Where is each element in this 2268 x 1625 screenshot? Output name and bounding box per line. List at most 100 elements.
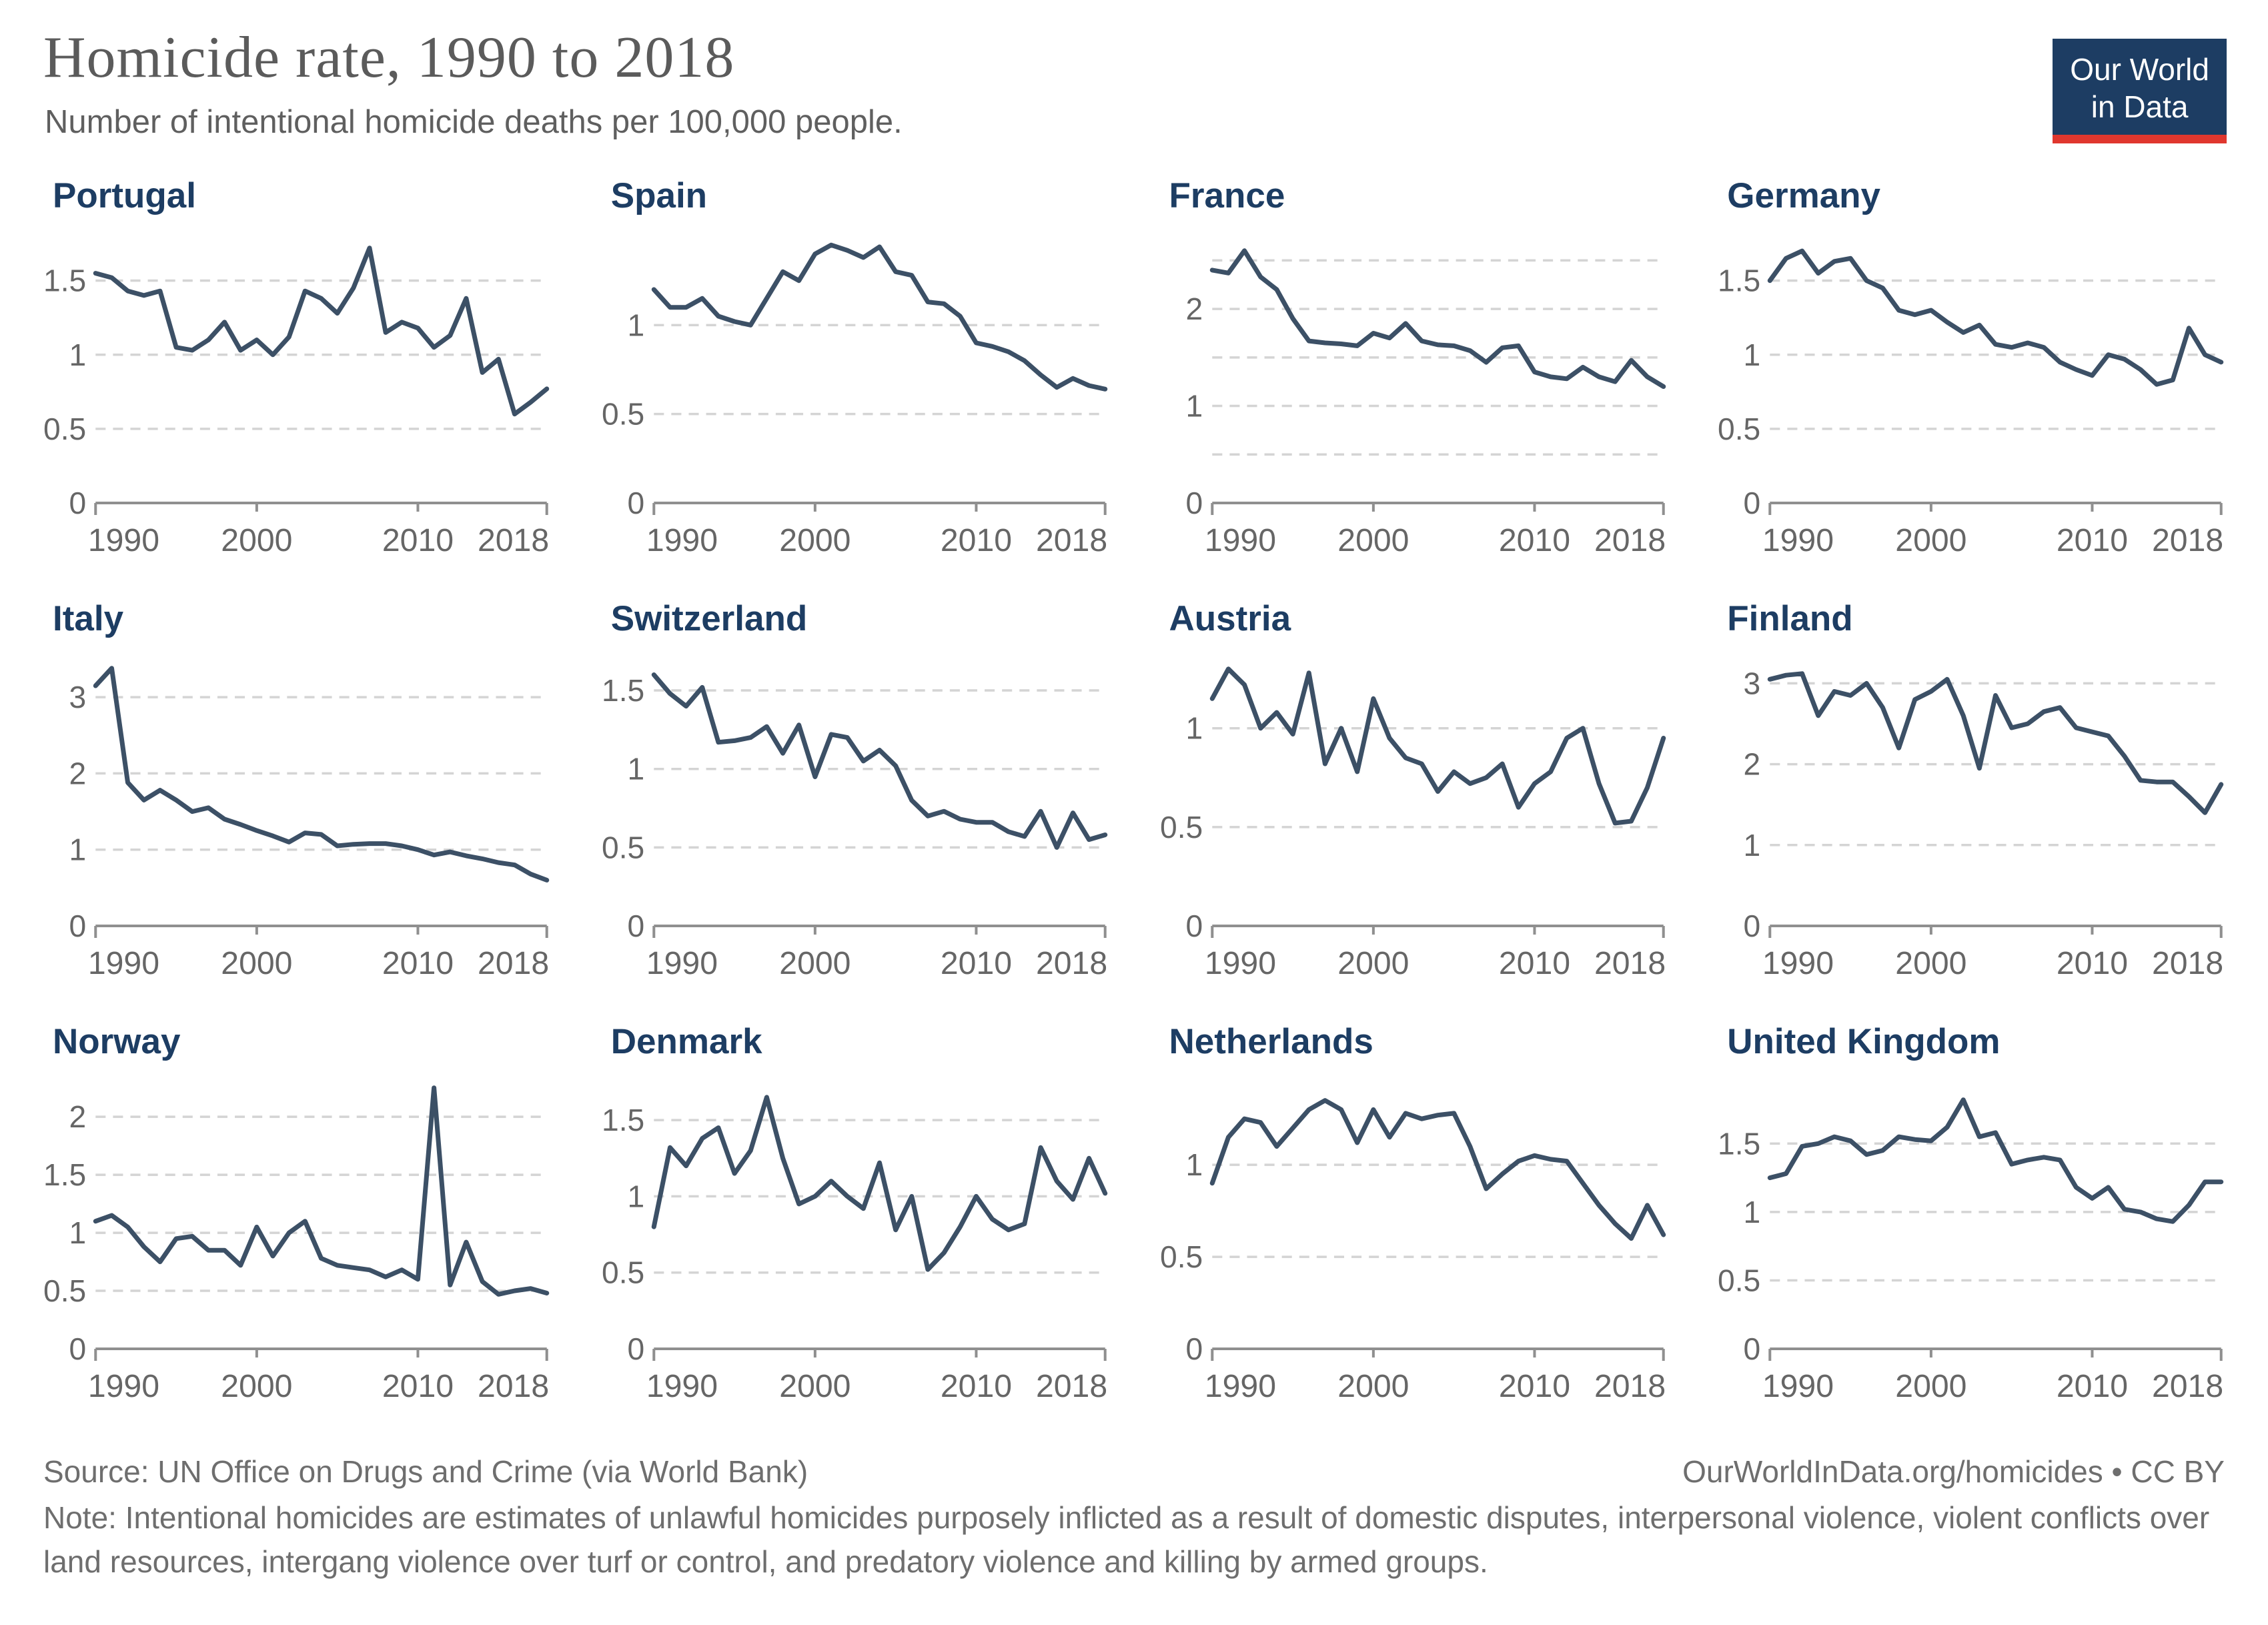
y-tick-label: 1.5: [43, 263, 86, 298]
gridlines: [95, 696, 547, 851]
y-axis-labels: 0 0.5 1 1.5: [602, 673, 644, 943]
x-tick-label: 2018: [1594, 1368, 1665, 1404]
gridlines: [654, 1119, 1105, 1274]
gridlines: [1770, 279, 2221, 430]
y-tick-label: 1: [1744, 828, 1761, 863]
x-tick-label: 2000: [1896, 945, 1967, 981]
source-line: Source: UN Office on Drugs and Crime (vi…: [43, 1450, 2225, 1494]
country-title: Denmark: [610, 1022, 762, 1061]
x-tick-label: 2010: [2057, 522, 2128, 558]
y-axis-labels: 0 0.5 1 1.5: [1718, 1126, 1760, 1366]
x-tick-label: 2018: [478, 522, 549, 558]
y-axis-labels: 00.51: [1160, 711, 1203, 943]
x-tick-label: 2000: [1337, 522, 1409, 558]
owid-logo[interactable]: Our World in Data: [2053, 39, 2227, 144]
y-tick-label: 0.5: [43, 412, 86, 446]
x-tick-label: 2018: [1036, 945, 1107, 981]
x-tick-label: 2010: [2057, 1368, 2128, 1404]
x-axis-labels: 1990 2000 2010 2018: [1204, 1368, 1665, 1404]
x-axis: [1210, 925, 1665, 938]
x-tick-label: 2018: [2152, 522, 2223, 558]
x-axis-labels: 1990 2000 2010 2018: [88, 945, 549, 981]
gridlines: [1211, 259, 1664, 456]
gridlines: [95, 1115, 547, 1292]
germany-line-chart: 0 0.5 1 1.5 1990 2000 2010 2018: [1718, 248, 2224, 558]
x-tick-label: 2010: [382, 945, 454, 981]
footer-link[interactable]: OurWorldInData.org/homicides • CC BY: [1682, 1454, 2225, 1489]
y-tick-label: 1: [1185, 1147, 1203, 1182]
chart-germany: Germany 0 0.5 1 1.5 1990 2000 2010 2018: [1718, 175, 2227, 561]
x-tick-label: 1990: [646, 945, 718, 981]
chart-austria: Austria 0 0.5 1 1990 2000 2010 2018: [1160, 598, 1669, 984]
y-axis-labels: 0 0.5 1 1.5: [602, 1103, 644, 1366]
y-tick-label: 0: [1744, 909, 1761, 943]
y-tick-label: 3: [1744, 666, 1761, 700]
country-title: Norway: [53, 1022, 181, 1061]
x-tick-label: 2018: [1036, 522, 1107, 558]
x-tick-label: 2000: [779, 1368, 851, 1404]
x-axis: [652, 925, 1107, 938]
data-line: [651, 1095, 1107, 1272]
x-tick-label: 2000: [1896, 1368, 1967, 1404]
y-tick-label: 0: [1185, 486, 1203, 520]
chart-netherlands: Netherlands 0 0.5 1 1990 2000 2010 2018: [1160, 1021, 1669, 1407]
x-tick-label: 2000: [779, 945, 851, 981]
x-tick-label: 2000: [221, 522, 292, 558]
chart-norway: Norway 0 0.5 1 1.5 2 1990 2000 2010 2018: [43, 1021, 552, 1407]
x-tick-label: 2010: [941, 945, 1012, 981]
data-line: [1209, 248, 1666, 389]
y-tick-label: 1.5: [1718, 1126, 1760, 1161]
y-tick-label: 0.5: [1718, 412, 1760, 446]
data-line: [93, 245, 550, 417]
country-title: Netherlands: [1169, 1022, 1373, 1061]
gridlines: [654, 324, 1105, 416]
y-tick-label: 0.5: [1718, 1263, 1760, 1298]
x-tick-label: 2018: [1594, 522, 1665, 558]
y-tick-label: 0.5: [602, 830, 644, 865]
chart-denmark: Denmark 0 0.5 1 1.5 1990 2000 2010 2018: [602, 1021, 1111, 1407]
chart-finland: Finland 0 1 2 3 1990 2000 2010 2018: [1718, 598, 2227, 984]
country-title: Portugal: [53, 176, 196, 215]
x-axis: [1768, 502, 2223, 515]
y-tick-label: 1: [1185, 389, 1203, 424]
x-tick-label: 2018: [478, 1368, 549, 1404]
x-tick-label: 1990: [1204, 522, 1275, 558]
netherlands-line-chart: 0 0.5 1 1990 2000 2010 2018: [1160, 1098, 1666, 1404]
x-tick-label: 2018: [1594, 945, 1665, 981]
x-axis: [1210, 502, 1665, 515]
x-tick-label: 2010: [941, 1368, 1012, 1404]
y-tick-label: 2: [1185, 292, 1203, 326]
chart-united-kingdom: United Kingdom 0 0.5 1 1.5 1990 2000 2010 2018: [1718, 1021, 2227, 1407]
y-tick-label: 0: [627, 486, 644, 520]
y-tick-label: 1: [69, 1215, 87, 1250]
y-tick-label: 0.5: [1160, 1239, 1203, 1274]
y-tick-label: 2: [69, 1099, 87, 1134]
x-tick-label: 2018: [2152, 945, 2223, 981]
x-tick-label: 1990: [1762, 945, 1834, 981]
denmark-line-chart: 0 0.5 1 1.5 1990 2000 2010 2018: [602, 1095, 1107, 1404]
x-axis-labels: 1990 2000 2010 2018: [646, 945, 1107, 981]
italy-line-chart: 0 1 2 3 1990 2000 2010 2018: [69, 666, 550, 981]
x-tick-label: 2000: [1337, 1368, 1409, 1404]
header: Homicide rate, 1990 to 2018 Number of in…: [43, 24, 2227, 144]
data-line: [1768, 671, 2224, 815]
data-line: [1768, 1097, 2224, 1224]
owid-logo-line2: in Data: [2091, 89, 2189, 125]
data-line: [1768, 248, 2224, 387]
country-title: Italy: [53, 599, 124, 638]
y-tick-label: 1: [627, 1179, 644, 1214]
x-axis: [94, 1347, 548, 1361]
chart-italy: Italy 0 1 2 3 1990 2000 2010 2018: [43, 598, 552, 984]
small-multiples-grid: Portugal 0 0.5 1 1.5 1990 2000 2010 2018 Spain 0 0.…: [43, 175, 2227, 1407]
x-tick-label: 1990: [646, 522, 718, 558]
x-axis: [94, 925, 548, 938]
x-axis-labels: 1990 2000 2010 2018: [646, 522, 1107, 558]
united-kingdom-line-chart: 0 0.5 1 1.5 1990 2000 2010 2018: [1718, 1097, 2224, 1404]
x-tick-label: 2000: [1337, 945, 1409, 981]
x-axis-labels: 1990 2000 2010 2018: [1762, 522, 2223, 558]
chart-portugal: Portugal 0 0.5 1 1.5 1990 2000 2010 2018: [43, 175, 552, 561]
y-tick-label: 0: [1185, 1331, 1203, 1366]
gridlines: [1770, 1142, 2221, 1282]
